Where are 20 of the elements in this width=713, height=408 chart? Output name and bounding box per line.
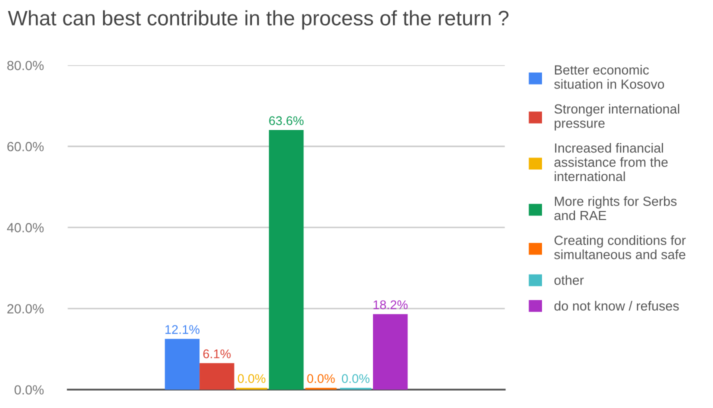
legend-label: other [554,275,584,285]
chart-title: What can best contribute in the process of the return ? [8,10,509,30]
legend-label: Increased financial assistance from the international [554,143,668,182]
data-label: 0.0% [238,374,266,384]
legend-label: Stronger international pressure [554,104,680,130]
y-tick-label: 40.0% [7,223,44,232]
y-tick-label: 80.0% [7,60,44,70]
data-label: 18.2% [374,300,408,310]
legend-label: More rights for Serbs and RAE [554,196,677,220]
legend-label: do not know / refuses [554,300,679,311]
data-label: 0.0% [307,374,335,384]
legend-label: Better economic situation in Kosovo [554,64,664,89]
y-tick-label: 0.0% [14,385,44,395]
legend-label: Creating conditions for simultaneous and safe [554,235,686,260]
data-label: 12.1% [165,325,200,334]
y-tick-label: 60.0% [7,142,44,152]
data-label: 63.6% [269,116,304,126]
y-tick-label: 20.0% [7,304,44,314]
data-label: 6.1% [203,349,231,358]
data-label: 0.0% [342,374,370,384]
